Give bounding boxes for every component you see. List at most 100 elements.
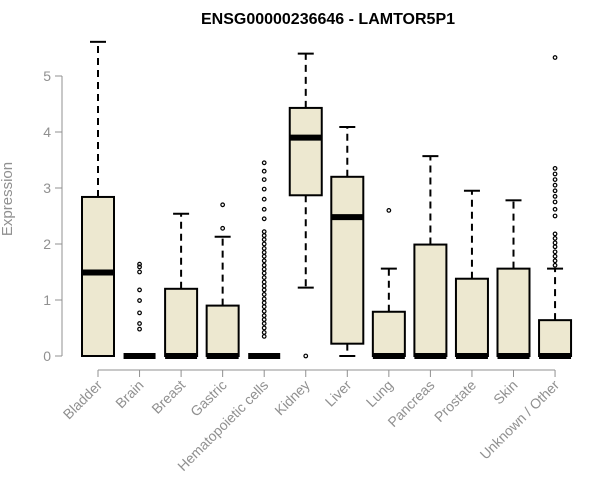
box-body [454, 277, 489, 357]
outlier-point [261, 330, 267, 335]
outlier-point [552, 171, 558, 177]
outlier-point [552, 231, 558, 237]
outlier-point [261, 246, 267, 251]
outlier-point [220, 225, 226, 231]
outlier-point [386, 207, 392, 213]
outlier-point [261, 334, 267, 339]
box-body [288, 106, 323, 197]
outlier-point [261, 241, 267, 247]
outlier-point [261, 313, 267, 319]
outlier-point [261, 279, 267, 285]
outlier-point [261, 287, 267, 293]
y-tick-label: 5 [43, 68, 51, 84]
outlier-point [261, 266, 267, 272]
outlier-point [552, 235, 558, 241]
outlier-point [552, 213, 558, 219]
y-tick-label: 3 [43, 180, 51, 196]
box-skin [496, 199, 531, 359]
box-brain [123, 261, 156, 359]
outlier-point [552, 199, 558, 205]
outlier-point [552, 206, 558, 212]
box-unknown-other [538, 55, 573, 359]
outlier-point [261, 321, 267, 326]
outlier-point [137, 310, 142, 316]
outlier-point [552, 193, 558, 199]
x-tick-label: Kidney [271, 377, 313, 419]
outlier-point [137, 264, 142, 270]
box-gastric [205, 202, 240, 359]
outlier-point [261, 270, 267, 276]
outlier-point [261, 262, 267, 268]
x-tick-label: Prostate [431, 377, 479, 425]
outlier-point [137, 326, 142, 332]
outlier-point [261, 317, 267, 323]
outlier-point [552, 55, 558, 60]
outlier-point [552, 177, 558, 183]
box-series [81, 40, 573, 359]
outlier-point [261, 168, 267, 174]
y-axis-label: Expression [0, 162, 16, 236]
box-body [538, 319, 573, 358]
outlier-point [552, 165, 558, 171]
box-body [81, 195, 115, 357]
outlier-point [261, 296, 267, 302]
outlier-point [552, 253, 558, 259]
outlier-point [552, 258, 558, 264]
outlier-point [261, 253, 267, 259]
outlier-point [261, 249, 267, 255]
outlier-point [552, 244, 558, 250]
box-lung [371, 207, 406, 359]
box-body [205, 304, 240, 358]
box-body [371, 310, 406, 358]
outlier-point [552, 182, 558, 188]
outlier-point [261, 160, 267, 166]
box-body [164, 287, 199, 357]
outlier-point [137, 321, 142, 326]
y-tick-label: 0 [43, 348, 51, 364]
x-tick-label: Brain [112, 377, 146, 411]
box-prostate [454, 189, 489, 359]
y-tick-label: 4 [43, 124, 51, 140]
outlier-point [261, 186, 267, 192]
outlier-point [261, 275, 267, 281]
outlier-point [137, 298, 142, 303]
x-tick-label: Liver [322, 377, 355, 410]
box-body [330, 175, 365, 345]
outlier-point [261, 216, 267, 222]
outlier-point [137, 261, 142, 267]
outlier-point [261, 292, 267, 297]
outlier-point [137, 287, 142, 293]
x-tick-label: Unknown / Other [477, 377, 563, 463]
outlier-point [261, 283, 267, 289]
x-tick-label: Bladder [60, 377, 106, 423]
outlier-point [261, 206, 267, 212]
box-bladder [81, 40, 115, 357]
outlier-point [552, 262, 558, 268]
outlier-point [261, 308, 267, 314]
outlier-point [261, 237, 267, 242]
outlier-point [261, 229, 267, 235]
box-hematopoietic-cells [248, 160, 281, 359]
y-axis-ticks: 0 1 2 3 4 5 [43, 68, 62, 364]
outlier-point [261, 258, 267, 264]
outlier-point [261, 196, 267, 202]
outlier-point [261, 325, 267, 331]
outlier-point [261, 233, 267, 239]
chart-title: ENSG00000236646 - LAMTOR5P1 [201, 11, 455, 28]
outlier-point [261, 304, 267, 310]
x-tick-label: Skin [490, 377, 521, 408]
outlier-point [220, 202, 226, 208]
box-pancreas [413, 155, 448, 359]
outlier-point [137, 269, 142, 275]
outlier-point [261, 300, 267, 306]
outlier-point [552, 240, 558, 246]
x-tick-label: Breast [148, 377, 188, 417]
outlier-point [552, 249, 558, 255]
outlier-point [552, 188, 558, 194]
y-tick-label: 1 [43, 292, 51, 308]
box-kidney [288, 52, 323, 359]
x-tick-label: Lung [363, 377, 396, 410]
box-body [496, 267, 531, 358]
